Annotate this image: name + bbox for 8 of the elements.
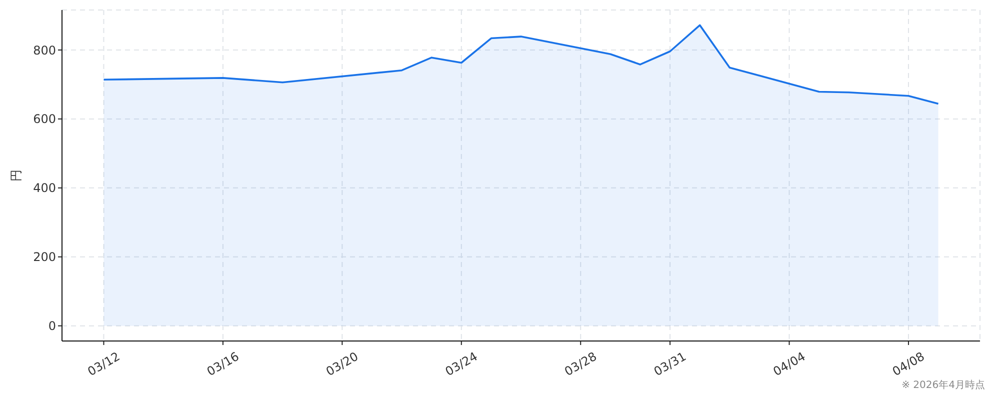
y-tick-label: 400	[33, 181, 56, 196]
y-tick-label: 600	[33, 112, 56, 126]
text: ※ 2026年4月時点	[902, 380, 985, 392]
y-tick-label: 800	[33, 43, 56, 58]
y-tick-label: 200	[33, 250, 56, 264]
y-axis-title: 円	[9, 170, 23, 182]
line-series	[102, 24, 940, 105]
y-tick-label: 0	[48, 319, 56, 334]
